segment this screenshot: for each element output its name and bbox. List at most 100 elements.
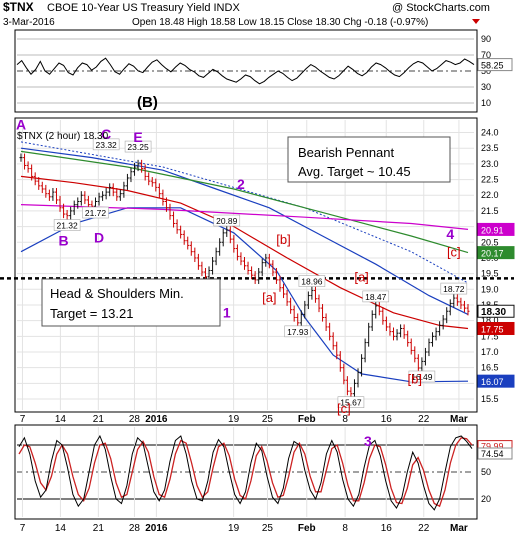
wave-label: [b] [408,371,422,386]
rsi-tick-label: 70 [481,50,491,60]
oscillator-panel-frame [14,424,478,520]
right-value-tag [477,304,515,318]
price-tick-label: 17.0 [481,347,499,357]
price-label-box [284,325,312,338]
oscillator-x-tick-label: 21 [93,523,105,534]
price-label: 16.49 [411,372,433,382]
price-tick-label: 19.5 [481,269,499,279]
price-label-box [124,140,152,153]
bearish-pennant-line1: Bearish Pennant [298,145,395,160]
oscillator-x-tick-label: Mar [450,523,468,534]
rsi-tick-label: 90 [481,34,491,44]
price-x-tick-label: 14 [55,414,67,425]
price-label: 18.72 [443,284,465,294]
price-x-tick-label: 16 [381,414,393,425]
right-value-tag [477,246,515,260]
price-x-tick-label: Feb [298,414,316,425]
right-value-tag [477,222,515,236]
price-x-tick-label: 22 [418,414,430,425]
price-tick-label: 15.5 [481,394,499,404]
price-tick-label: 17.5 [481,331,499,341]
price-tick-label: 22.0 [481,190,499,200]
wave-label: E [133,129,142,145]
rsi-line [16,57,475,85]
oscillator-x-tick-label: 22 [418,523,430,534]
moving-average-line [20,147,469,315]
price-tick-label: 18.0 [481,316,499,326]
price-tick-label: 23.0 [481,159,499,169]
price-label-box [440,282,468,295]
price-tick-label: 22.5 [481,175,499,185]
right-value-label: 18.30 [481,307,506,318]
down-triangle-icon [472,19,480,24]
bearish-pennant-line2: Avg. Target ~ 10.45 [298,164,411,179]
right-value-label: 17.75 [481,324,504,334]
oscillator-x-tick-label: 14 [55,523,67,534]
wave-label: [a] [262,290,276,305]
oscillator-x-tick-label: 19 [228,523,240,534]
header-description: CBOE 10-Year US Treasury Yield INDX [47,2,240,14]
right-value-label: 20.17 [481,249,504,259]
oscillator-x-tick-label: 16 [381,523,393,534]
wave-label: D [94,229,104,245]
head-shoulders-line1: Head & Shoulders Min. [50,286,184,301]
price-x-tick-label: 2016 [145,414,168,425]
head-shoulders-line2: Target = 13.21 [50,306,133,321]
price-label: 17.93 [287,327,309,337]
price-label: 23.25 [127,142,149,152]
moving-average-line [20,150,469,254]
right-value-tag [477,374,515,388]
oscillator-slow-line [18,437,473,508]
price-label-box [408,370,436,383]
right-value-tag [477,321,515,335]
right-value-label: 16.07 [481,377,504,387]
price-label: 23.32 [96,140,118,150]
price-label-box [82,206,109,219]
oscillator-fast-line [18,434,473,511]
price-label-box [298,275,326,287]
price-label-box [362,290,390,303]
header-ohlc: Open 18.48 High 18.58 Low 18.15 Close 18… [132,17,428,28]
wave-label: [c] [447,244,461,259]
oscillator-x-tick-label: Feb [298,523,316,534]
price-tick-label: 24.0 [481,128,499,138]
dotted-band [20,141,469,284]
price-label: 21.72 [85,208,107,218]
price-label: 18.47 [365,292,387,302]
wave-label: 2 [237,176,245,192]
labels-layer: 103050709058.2515.516.016.517.017.518.01… [16,34,515,534]
head-shoulders-annotation: Head & Shoulders Min. Target = 13.21 [41,278,221,327]
oscillator-last-value: 74.54 [481,449,504,459]
price-x-tick-label: 25 [262,414,274,425]
price-tick-label: 20.5 [481,237,499,247]
oscillator-x-tick-label: 28 [129,523,141,534]
header-date: 3-Mar-2016 [3,17,55,28]
price-x-tick-label: 28 [129,414,141,425]
wave-label: 4 [446,226,454,242]
wave-label: A [16,116,26,132]
price-chart-title: $TNX (2 hour) 18.30 [17,131,109,142]
price-label-box [92,138,120,151]
price-x-tick-label: 19 [228,414,240,425]
price-x-tick-label: 7 [20,414,26,425]
wave-label: 1 [223,305,231,321]
price-label: 20.89 [216,216,238,226]
rsi-last-value-box [477,58,513,72]
right-value-label: 20.91 [481,225,504,235]
header-symbol: $TNX [3,0,34,14]
moving-average-line [20,175,469,330]
oscillator-x-tick-label: 2016 [145,523,168,534]
price-panel-frame [14,117,478,413]
oscillator-last-box [477,447,513,460]
rsi-tick-label: 30 [481,82,491,92]
price-x-tick-label: Mar [450,414,468,425]
moving-average-line [20,204,469,230]
oscillator-tick-label: 50 [481,467,491,477]
wave-label: [c] [337,401,351,416]
oscillator-x-tick-label: 7 [20,523,26,534]
price-label-box [53,219,81,231]
oscillator-x-tick-label: 8 [342,523,348,534]
price-label-box [337,396,365,408]
